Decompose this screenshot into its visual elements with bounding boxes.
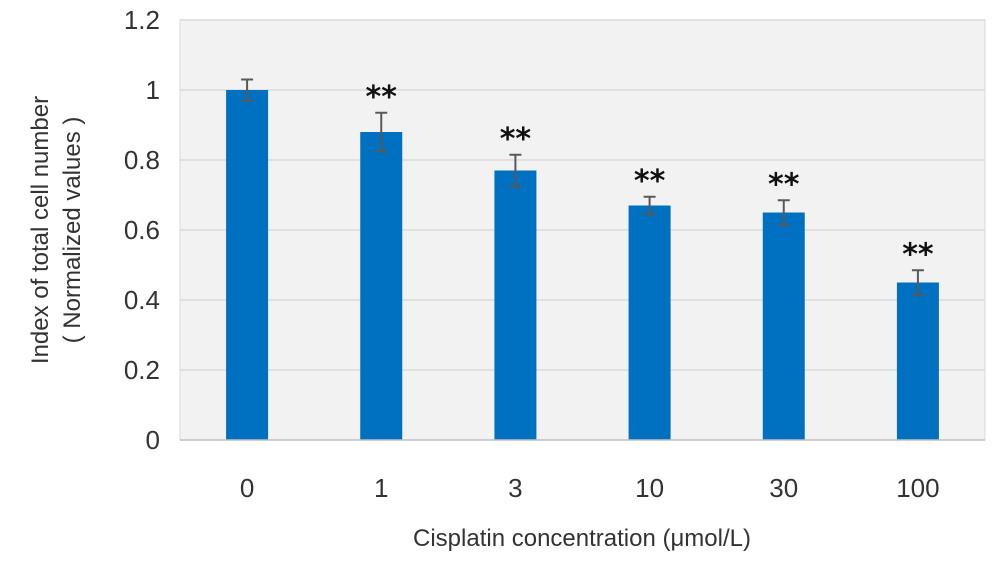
- bar: [628, 205, 671, 440]
- significance-marker: **: [768, 167, 800, 202]
- y-tick-label: 1.2: [124, 5, 160, 35]
- bars: [226, 90, 939, 440]
- y-tick-label: 0.8: [124, 145, 160, 175]
- error-bar: [643, 195, 656, 216]
- x-tick-label: 30: [769, 473, 798, 503]
- y-tick-label: 1: [146, 75, 160, 105]
- bar: [762, 212, 805, 440]
- x-tick-label: 1: [374, 473, 388, 503]
- x-tick-label: 0: [240, 473, 254, 503]
- y-axis-title-line-1: Index of total cell number: [27, 96, 54, 364]
- error-bar: [911, 269, 924, 296]
- significance-marker: **: [902, 237, 934, 272]
- y-axis-title: Index of total cell number ( Normalized …: [27, 96, 86, 364]
- significance-marker: **: [634, 164, 666, 199]
- x-axis-title: Cisplatin concentration (μmol/L): [413, 525, 751, 552]
- y-tick-label: 0.4: [124, 285, 160, 315]
- bar: [896, 282, 939, 440]
- x-tick-label: 10: [635, 473, 664, 503]
- error-bar: [241, 78, 254, 102]
- significance-markers: ** ** ** ** **: [366, 80, 934, 273]
- bar: [226, 90, 269, 440]
- bar: [360, 132, 403, 440]
- x-tick-label: 100: [896, 473, 939, 503]
- bar: [494, 170, 537, 440]
- gridlines: [180, 19, 985, 371]
- y-tick-label: 0.6: [124, 215, 160, 245]
- y-axis-tick-labels: 0 0.2 0.4 0.6 0.8 1 1.2: [124, 5, 160, 455]
- x-tick-label: 3: [508, 473, 522, 503]
- error-bar: [509, 153, 522, 188]
- error-bar: [375, 111, 388, 153]
- x-axis-tick-labels: 0 1 3 10 30 100: [240, 473, 940, 503]
- significance-marker: **: [366, 80, 398, 115]
- y-tick-label: 0: [146, 425, 160, 455]
- error-bar: [777, 199, 790, 226]
- significance-marker: **: [500, 122, 532, 157]
- y-axis-title-line-2: ( Normalized values ): [59, 117, 86, 344]
- error-bars: [241, 78, 924, 296]
- y-tick-label: 0.2: [124, 355, 160, 385]
